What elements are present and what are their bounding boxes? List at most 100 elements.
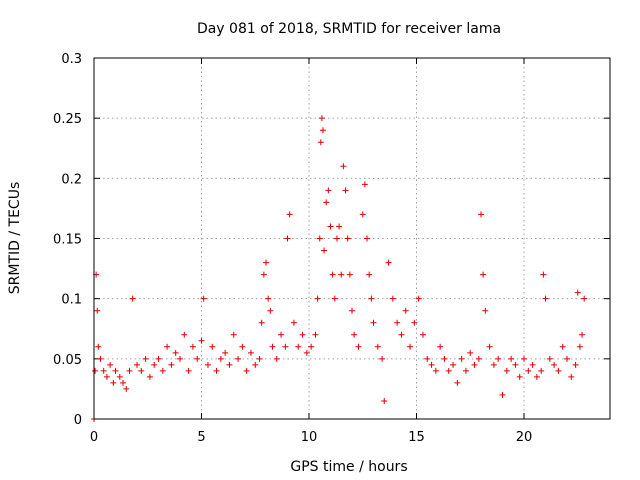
y-tick-label: 0 bbox=[74, 413, 82, 428]
data-point bbox=[258, 319, 265, 326]
data-point bbox=[529, 361, 536, 368]
data-point bbox=[402, 307, 409, 314]
y-tick-label: 0.05 bbox=[53, 353, 82, 368]
data-point bbox=[286, 211, 293, 218]
data-point bbox=[564, 355, 570, 362]
data-point bbox=[415, 295, 422, 302]
data-point bbox=[533, 373, 540, 380]
plot-frame bbox=[93, 57, 611, 420]
data-point bbox=[508, 355, 515, 362]
y-axis-label: SRMTID / TECUs bbox=[7, 182, 23, 295]
data-point bbox=[374, 343, 381, 350]
data-point bbox=[559, 343, 566, 350]
data-point bbox=[389, 295, 396, 302]
data-point bbox=[142, 355, 149, 362]
data-point bbox=[267, 307, 274, 314]
data-point bbox=[327, 223, 334, 230]
data-point bbox=[217, 355, 224, 362]
data-point bbox=[321, 247, 328, 254]
data-point bbox=[329, 271, 336, 278]
data-point bbox=[370, 319, 377, 326]
data-point bbox=[151, 361, 158, 368]
data-point bbox=[344, 235, 351, 242]
data-point bbox=[450, 361, 457, 368]
y-tick-label: 0.2 bbox=[61, 172, 82, 187]
data-point bbox=[366, 271, 373, 278]
data-point bbox=[323, 199, 330, 206]
data-point bbox=[475, 355, 482, 362]
data-point bbox=[247, 349, 254, 356]
data-point bbox=[138, 367, 145, 374]
data-point bbox=[340, 163, 347, 170]
data-point bbox=[490, 361, 497, 368]
data-point bbox=[243, 367, 250, 374]
y-tick-label: 0.15 bbox=[53, 233, 82, 248]
data-point bbox=[256, 355, 263, 362]
data-point bbox=[351, 331, 358, 338]
data-point bbox=[239, 343, 246, 350]
data-point bbox=[512, 361, 519, 368]
data-point bbox=[424, 355, 431, 362]
data-point bbox=[331, 295, 338, 302]
data-point bbox=[263, 259, 269, 266]
data-point bbox=[542, 295, 549, 302]
data-point bbox=[437, 343, 444, 350]
data-point bbox=[308, 343, 315, 350]
grid-lines bbox=[94, 58, 610, 419]
data-point bbox=[200, 295, 207, 302]
data-points bbox=[91, 115, 588, 422]
data-point bbox=[462, 367, 469, 374]
data-point bbox=[103, 373, 110, 380]
data-point bbox=[525, 367, 532, 374]
data-point bbox=[581, 295, 588, 302]
x-tick-label: 0 bbox=[90, 430, 98, 445]
data-point bbox=[398, 331, 405, 338]
data-point bbox=[540, 271, 547, 278]
data-point bbox=[146, 373, 153, 380]
data-point bbox=[480, 271, 487, 278]
data-point bbox=[346, 271, 353, 278]
data-point bbox=[318, 115, 325, 122]
data-point bbox=[265, 295, 272, 302]
data-point bbox=[568, 373, 575, 380]
data-point bbox=[486, 343, 493, 350]
chart-title: Day 081 of 2018, SRMTID for receiver lam… bbox=[197, 21, 501, 37]
data-point bbox=[445, 367, 452, 374]
data-point bbox=[467, 349, 474, 356]
data-point bbox=[92, 367, 99, 374]
data-point bbox=[355, 343, 362, 350]
data-point bbox=[303, 349, 310, 356]
data-point bbox=[100, 367, 107, 374]
data-point bbox=[359, 211, 366, 218]
data-point bbox=[381, 397, 388, 404]
x-tick-label: 15 bbox=[408, 430, 425, 445]
data-point bbox=[361, 181, 368, 188]
data-point bbox=[116, 373, 123, 380]
data-point bbox=[576, 343, 583, 350]
data-point bbox=[317, 139, 324, 146]
data-point bbox=[282, 343, 289, 350]
data-point bbox=[112, 367, 119, 374]
data-point bbox=[419, 331, 426, 338]
data-point bbox=[551, 361, 558, 368]
data-point bbox=[495, 355, 502, 362]
data-point bbox=[159, 367, 166, 374]
data-point bbox=[458, 355, 465, 362]
data-point bbox=[342, 187, 349, 194]
data-point bbox=[394, 319, 401, 326]
data-point bbox=[478, 211, 484, 218]
data-point bbox=[97, 355, 104, 362]
data-point bbox=[325, 187, 332, 194]
data-point bbox=[172, 349, 179, 356]
data-point bbox=[230, 331, 237, 338]
data-point bbox=[364, 235, 371, 242]
data-point bbox=[338, 271, 345, 278]
x-axis-label: GPS time / hours bbox=[290, 459, 407, 475]
y-tick-label: 0.1 bbox=[61, 293, 82, 308]
y-tick-label: 0.25 bbox=[53, 112, 82, 127]
y-tick-label: 0.3 bbox=[61, 52, 82, 67]
data-point bbox=[319, 127, 326, 134]
data-point bbox=[555, 367, 562, 374]
data-point bbox=[129, 295, 136, 302]
data-point bbox=[454, 379, 461, 386]
